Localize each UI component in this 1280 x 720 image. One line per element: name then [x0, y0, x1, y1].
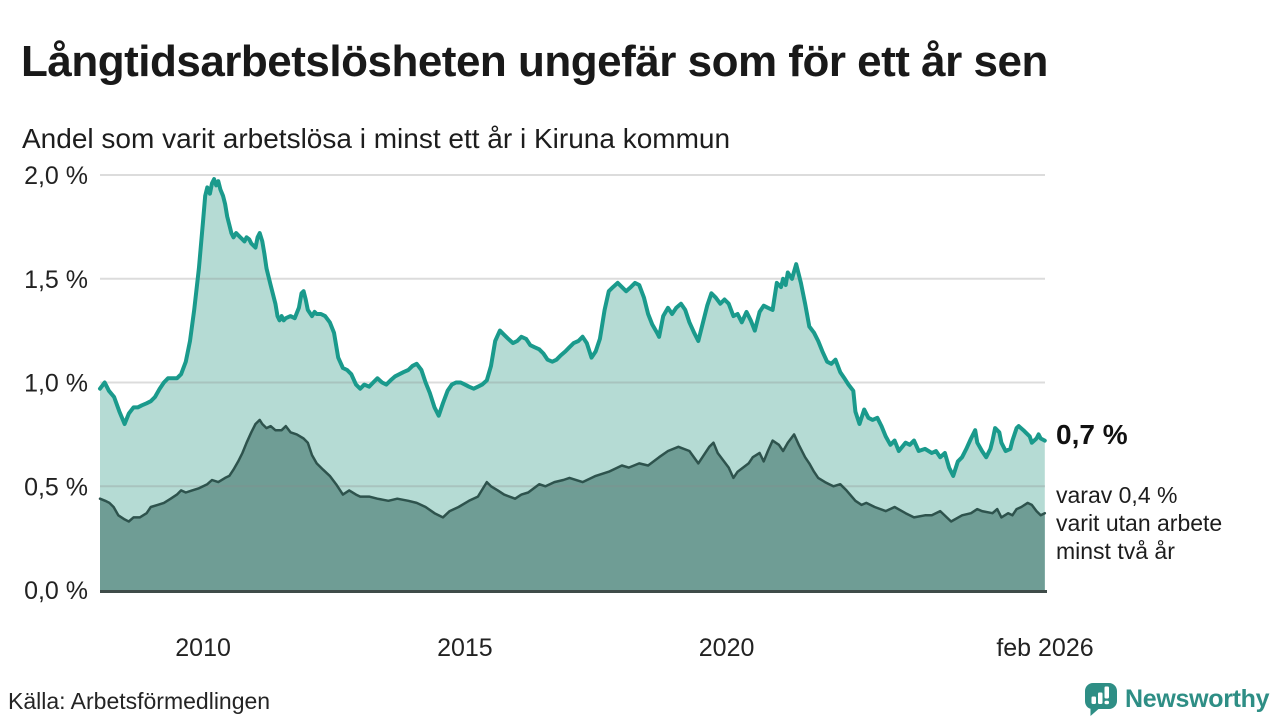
x-axis-tick-label: 2010: [175, 634, 231, 662]
line-minst-tva-ar: [98, 418, 1047, 523]
y-axis-tick-label: 1,5 %: [24, 266, 88, 294]
newsworthy-logo-icon: [1085, 683, 1117, 716]
source-note: Källa: Arbetsförmedlingen: [8, 688, 271, 714]
line-minst-ett-ar: [98, 177, 1047, 478]
unemployment-area-chart: 2,0 % 1,5 % 1,0 % 0,5 % 0,0 % 2010 2015 2020 feb…: [24, 162, 1094, 662]
annotation-line-1: varav 0,4 %: [1056, 482, 1178, 508]
x-axis-tick-label: feb 2026: [996, 634, 1093, 662]
chart-title: Långtidsarbetslösheten ungefär som för e…: [21, 37, 1048, 87]
x-axis-tick-label: 2020: [699, 634, 755, 662]
y-axis-tick-label: 1,0 %: [24, 370, 88, 398]
bar-chart-glyph: [1091, 686, 1109, 705]
y-axis-tick-label: 0,0 %: [24, 577, 88, 605]
latest-value-label: 0,7 %: [1056, 419, 1128, 450]
annotation-line-2: varit utan arbete: [1056, 510, 1223, 536]
annotation-line-3: minst två år: [1056, 538, 1175, 564]
y-axis-tick-label: 2,0 %: [24, 162, 88, 190]
newsworthy-brand: Newsworthy: [1084, 682, 1270, 717]
y-axis-tick-label: 0,5 %: [24, 473, 88, 501]
newsworthy-wordmark: Newsworthy: [1125, 685, 1270, 713]
secondary-annotation: varav 0,4 % varit utan arbete minst två …: [1056, 481, 1222, 565]
chart-subtitle: Andel som varit arbetslösa i minst ett å…: [22, 123, 731, 154]
x-axis-tick-label: 2015: [437, 634, 493, 662]
